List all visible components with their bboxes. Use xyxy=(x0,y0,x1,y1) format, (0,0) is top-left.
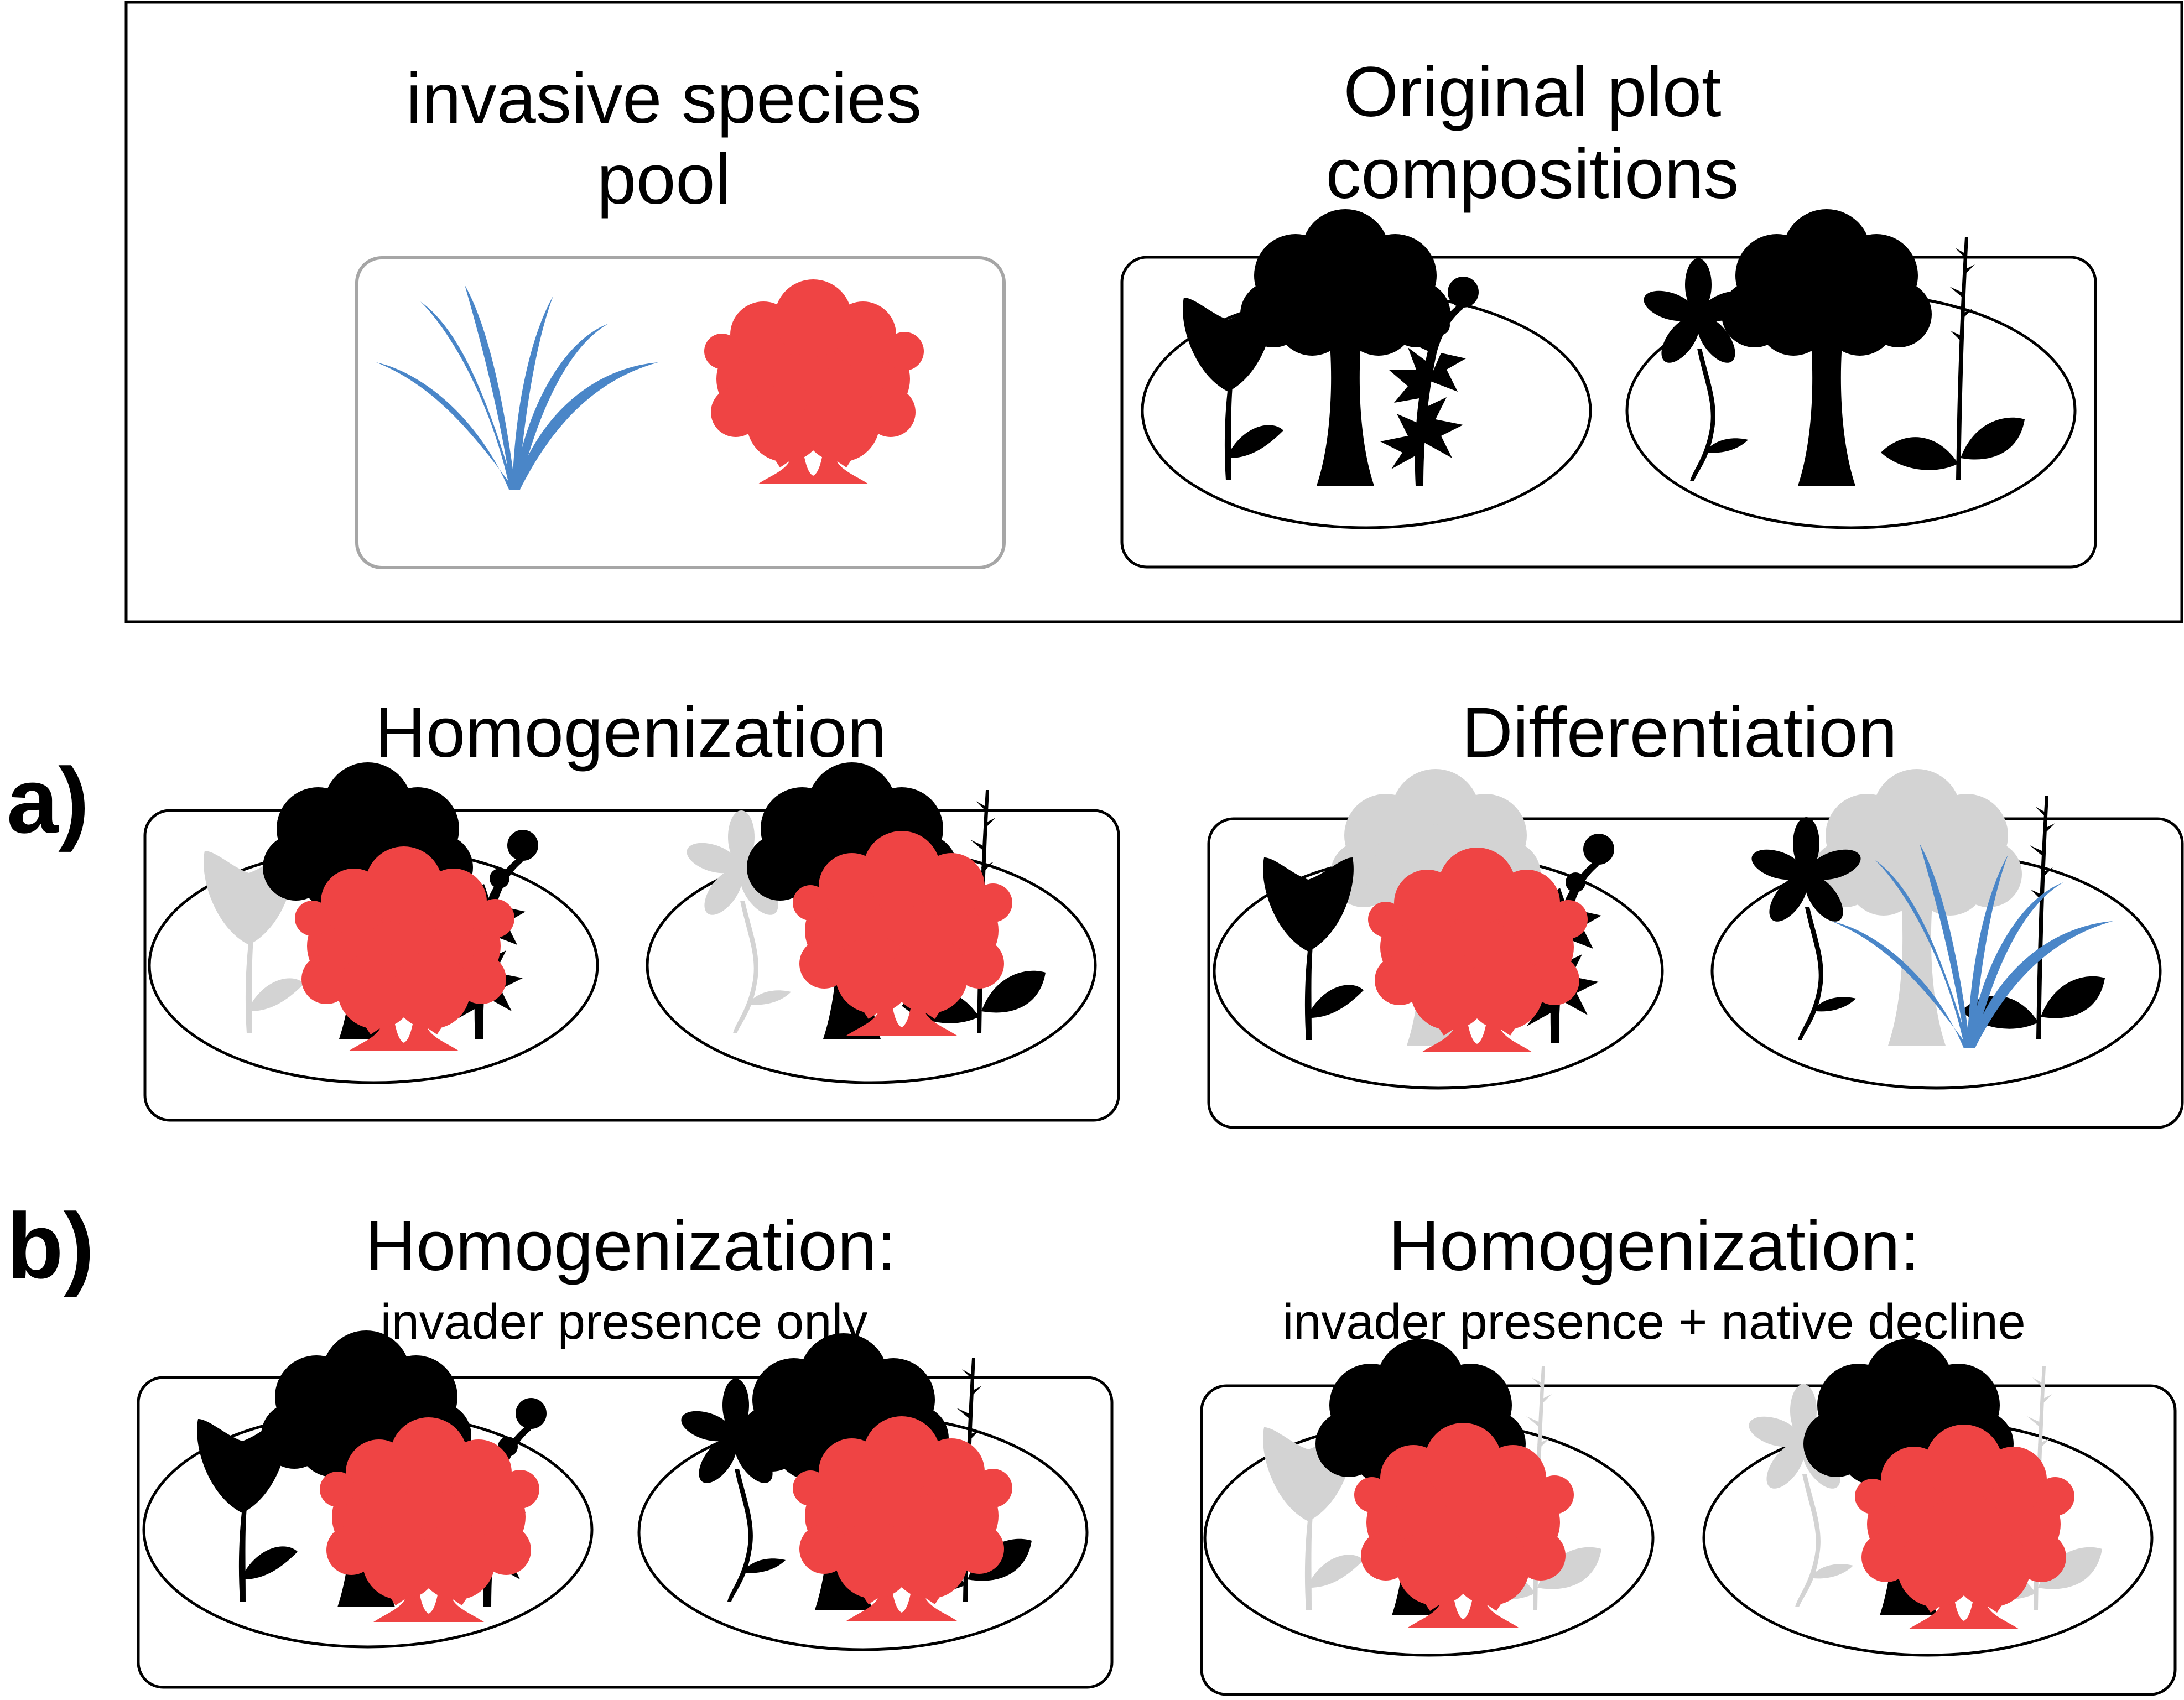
invasive-pool-box xyxy=(355,256,1006,569)
original-title-line1: Original plot xyxy=(1344,53,1722,132)
grass-icon xyxy=(376,285,658,490)
presence-only-subtitle: invader presence only xyxy=(381,1295,868,1350)
top-frame xyxy=(124,1,2183,623)
presence-decline-plot-2-species xyxy=(1745,1339,2102,1629)
original-plot-1-species xyxy=(1183,209,1479,486)
differentiation-title: Differentiation xyxy=(1462,693,1897,772)
presence-only-title: Homogenization: xyxy=(365,1207,897,1286)
daisy-icon xyxy=(1748,817,1865,1040)
pool-title-line1: invasive species xyxy=(406,59,922,138)
original-plot-2-species xyxy=(1640,209,2025,486)
presence-decline-plot-1-species xyxy=(1263,1339,1601,1628)
row-a-label: a) xyxy=(7,748,89,852)
presence-decline-title: Homogenization: xyxy=(1389,1207,1920,1286)
presence-only-box xyxy=(137,1376,1114,1689)
presence-decline-box xyxy=(1200,1384,2177,1696)
differentiation-plot-1-species xyxy=(1263,769,1614,1052)
shrub-icon xyxy=(704,279,924,484)
presence-only-plot-1-species xyxy=(197,1330,547,1622)
differentiation-plot-2-species xyxy=(1748,769,2113,1048)
tulip-icon xyxy=(1263,857,1364,1040)
differentiation-box xyxy=(1207,817,2184,1129)
pool-title-line2: pool xyxy=(597,140,731,219)
homogenization-plot-1-species xyxy=(204,762,538,1051)
homogenization-plot-2-species xyxy=(683,762,1046,1039)
original-plots-box xyxy=(1120,256,2097,569)
row-b-label: b) xyxy=(7,1194,95,1298)
homogenization-title: Homogenization xyxy=(375,693,887,772)
homogenization-box xyxy=(143,809,1120,1122)
original-title-line2: compositions xyxy=(1326,134,1739,214)
